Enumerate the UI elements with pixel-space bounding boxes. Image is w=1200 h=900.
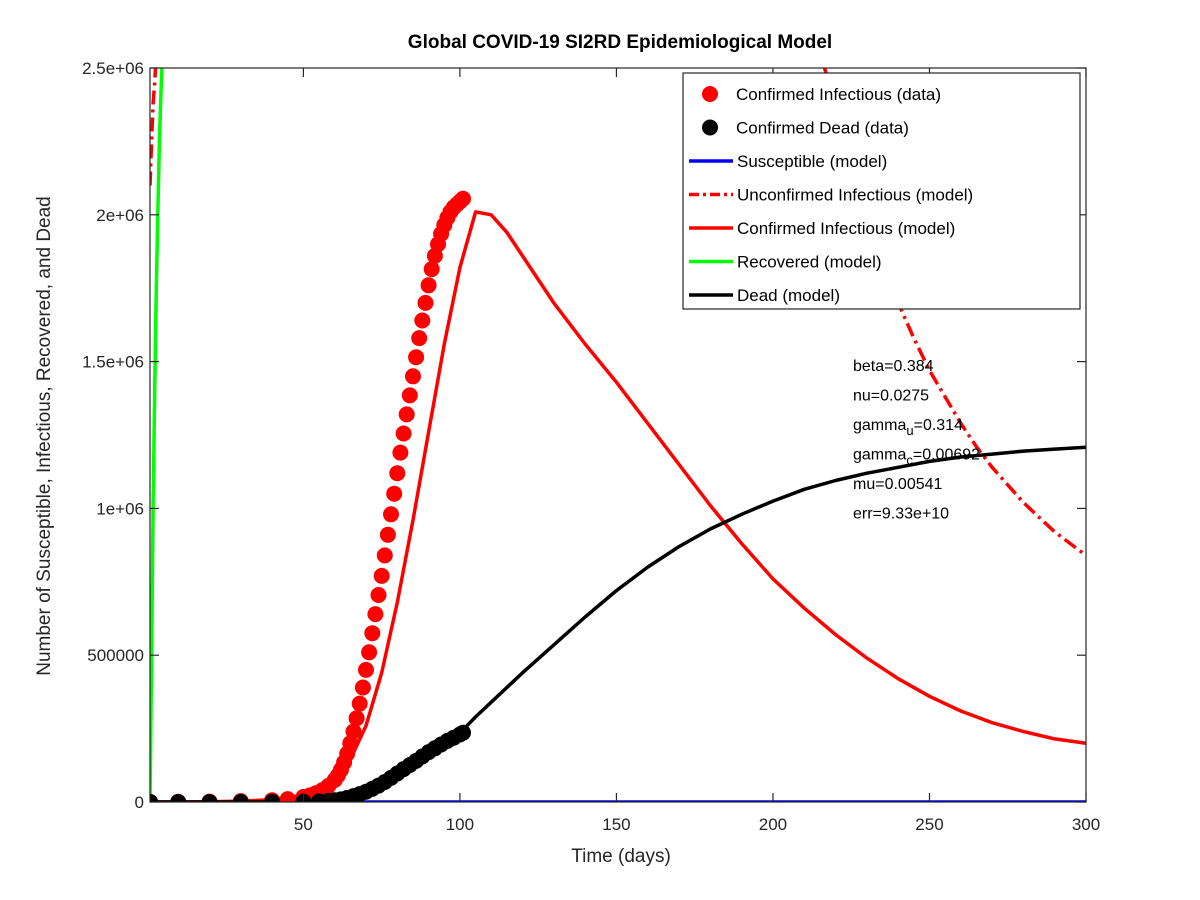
data-point [279, 791, 296, 802]
data-point [420, 277, 437, 294]
y-axis-label: Number of Susceptible, Infectious, Recov… [34, 196, 55, 676]
legend-label: Confirmed Infectious (data) [736, 85, 941, 104]
series-line-unconfirmed-infectious-model [150, 68, 1086, 557]
plot-frame [149, 67, 1087, 803]
annotation-subscript: u [906, 423, 913, 438]
data-point [264, 793, 281, 802]
y-tick-label: 2.5e+06 [82, 59, 144, 78]
legend-entry-confirmed-infectious-data: Confirmed Infectious (data) [702, 85, 941, 104]
legend-label: Susceptible (model) [737, 152, 887, 171]
legend-box [682, 72, 1081, 310]
annotation-text: err=9.33e+10 [853, 506, 949, 523]
data-point [414, 312, 431, 329]
annotation-text: =0.314 [914, 417, 963, 434]
annotation-text: =0.00692 [913, 447, 980, 464]
legend-label: Unconfirmed Infectious (model) [737, 186, 973, 205]
annotation-subscript: c [906, 453, 913, 468]
data-point [455, 724, 471, 741]
data-point [423, 261, 440, 278]
data-point [354, 679, 371, 696]
x-tick-label: 250 [915, 815, 943, 834]
y-tick-label: 1.5e+06 [82, 353, 144, 372]
data-point [150, 794, 158, 802]
data-point [373, 567, 390, 584]
legend-label: Confirmed Infectious (model) [737, 219, 955, 238]
y-tick-label: 0 [135, 793, 144, 812]
data-point [383, 506, 399, 523]
annotation-text: beta=0.384 [853, 358, 934, 375]
parameter-annotation: mu=0.00541 [853, 476, 943, 493]
series-markers-confirmed-dead-data [150, 724, 471, 802]
data-point [370, 587, 387, 603]
annotation-text: gamma [853, 447, 906, 464]
legend-entry-confirmed-dead-data: Confirmed Dead (data) [702, 119, 909, 138]
data-point [411, 330, 428, 347]
data-point [408, 349, 425, 366]
parameter-annotations: beta=0.384nu=0.0275gammau=0.314gammac=0.… [853, 358, 980, 523]
x-axis-label: Time (days) [571, 846, 671, 867]
annotation-text: gamma [853, 417, 906, 434]
legend-label: Confirmed Dead (data) [736, 119, 909, 138]
x-tick-label: 150 [602, 815, 630, 834]
ticks-layer: 50 100 150 200 250 300 0 500000 1e+06 1.5e+06 2e+0… [82, 59, 1100, 834]
data-point [367, 606, 384, 623]
data-point [386, 485, 403, 502]
x-tick-label: 50 [294, 815, 313, 834]
y-tick-label: 1e+06 [96, 499, 144, 518]
legend-marker [702, 119, 718, 136]
x-tick-label: 100 [446, 815, 474, 834]
data-point [351, 695, 368, 712]
legend-label: Recovered (model) [737, 253, 882, 272]
data-point [376, 547, 393, 564]
parameter-annotation: err=9.33e+10 [853, 506, 949, 523]
legend-entry-unconfirmed-infectious-model: Unconfirmed Infectious (model) [689, 186, 973, 205]
legend-marker [702, 86, 718, 102]
x-tick-label: 300 [1072, 815, 1100, 834]
parameter-annotation: gammac=0.00692 [853, 447, 980, 468]
parameter-annotation: gammau=0.314 [853, 417, 963, 438]
parameter-annotation: nu=0.0275 [853, 388, 929, 405]
data-point [201, 794, 218, 802]
annotation-text: mu=0.00541 [853, 476, 943, 493]
data-point [389, 465, 406, 482]
data-point [405, 368, 421, 385]
legend-label: Dead (model) [737, 286, 840, 305]
data-point [345, 723, 362, 740]
data-point [417, 294, 434, 311]
data-point [392, 444, 409, 461]
data-point [395, 425, 412, 442]
data-point [379, 526, 396, 543]
data-point [348, 710, 365, 727]
data-point [455, 190, 471, 207]
legend-entry-recovered-model: Recovered (model) [689, 253, 882, 272]
annotation-text: nu=0.0275 [853, 388, 929, 405]
legend: Confirmed Infectious (data) Confirmed Dea… [682, 72, 1081, 310]
series-line-recovered-model [150, 68, 164, 802]
y-tick-label: 500000 [87, 646, 144, 665]
data-point [401, 387, 418, 404]
data-point [364, 625, 381, 642]
legend-entry-susceptible-model: Susceptible (model) [689, 152, 887, 171]
series-layer [150, 68, 1086, 802]
data-point [170, 794, 187, 802]
parameter-annotation: beta=0.384 [853, 358, 934, 375]
legend-entry-dead-model: Dead (model) [689, 286, 840, 305]
data-point [232, 794, 249, 802]
y-tick-label: 2e+06 [96, 206, 144, 225]
chart-title: Global COVID-19 SI2RD Epidemiological Mo… [408, 32, 832, 53]
data-point [361, 644, 378, 661]
data-point [398, 406, 415, 423]
x-tick-label: 200 [759, 815, 787, 834]
data-point [358, 661, 374, 678]
legend-entry-confirmed-infectious-model: Confirmed Infectious (model) [689, 219, 955, 238]
